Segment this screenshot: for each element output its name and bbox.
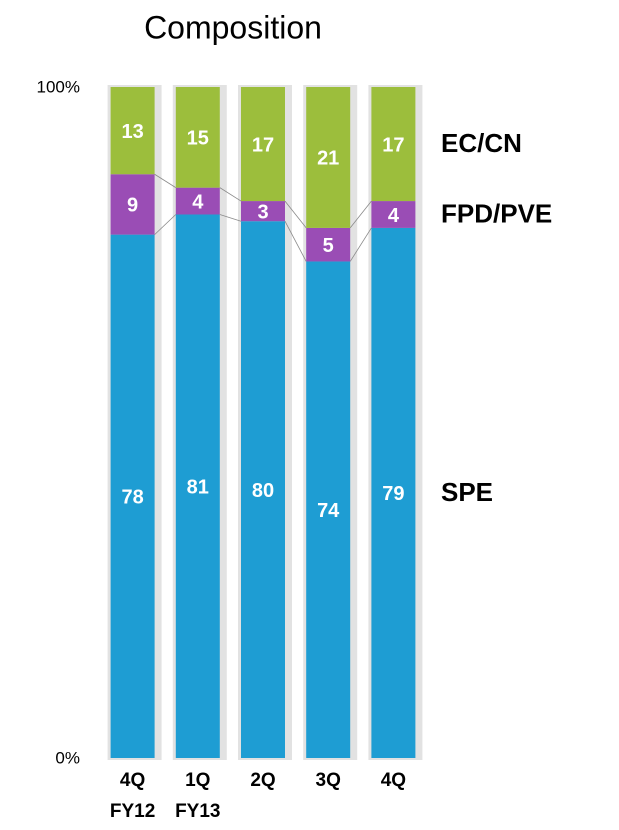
bar-segment (371, 227, 416, 758)
data-label: 4 (388, 205, 400, 227)
connector-line (284, 200, 307, 229)
bar-segment (110, 234, 155, 758)
bar-segment (175, 87, 220, 188)
bar-segment (175, 214, 220, 759)
data-label: 17 (382, 134, 404, 156)
data-label: 80 (252, 480, 274, 502)
data-label: 74 (317, 500, 340, 522)
data-label: 79 (382, 483, 404, 505)
x-tick-label: 1Q FY13 (175, 770, 221, 822)
labels: 78 9 13 81 4 15 80 3 17 74 5 21 79 SPE 4 FPD/PVE 17 EC/CN (121, 121, 552, 522)
x-tick-label: 4Q FY12 (109, 770, 156, 822)
bars (110, 87, 416, 759)
connector-line (219, 214, 242, 222)
bar-segment (241, 221, 285, 758)
legend-label: SPE (441, 477, 493, 507)
connector-line (349, 200, 372, 229)
x-tick-label: 2Q (250, 770, 276, 791)
data-label: 78 (121, 487, 143, 509)
bar-segment (306, 227, 351, 262)
bar-segment (306, 87, 351, 228)
data-label: 15 (187, 128, 209, 150)
y-tick-label: 100% (37, 77, 80, 96)
data-label: 21 (317, 148, 339, 170)
bar-segment (371, 201, 416, 228)
bar-segment (175, 187, 220, 215)
data-label: 3 (257, 201, 268, 223)
connector-line (284, 221, 307, 262)
data-label: 81 (187, 477, 209, 499)
bar-segment (241, 201, 285, 222)
legend-label: FPD/PVE (441, 198, 552, 228)
connector-line (349, 227, 372, 262)
y-tick-label: 0% (55, 748, 80, 767)
data-label: 9 (127, 195, 138, 217)
connector-line (219, 187, 242, 202)
x-tick-label: 4Q (380, 770, 407, 791)
data-label: 13 (121, 121, 143, 143)
connector-line (154, 214, 177, 235)
chart-title: Composition (144, 9, 322, 45)
bar-segment (110, 87, 155, 175)
bar-segment (110, 174, 155, 235)
bar-segment (306, 261, 351, 758)
legend-label: EC/CN (441, 128, 522, 158)
x-tick-label: 3Q (315, 770, 341, 791)
data-label: 4 (192, 191, 204, 213)
bar-segment (371, 87, 416, 202)
data-label: 5 (323, 235, 334, 257)
connector-line (154, 173, 177, 188)
bar-segment (241, 87, 285, 202)
data-label: 17 (252, 134, 274, 156)
connectors (154, 173, 372, 262)
